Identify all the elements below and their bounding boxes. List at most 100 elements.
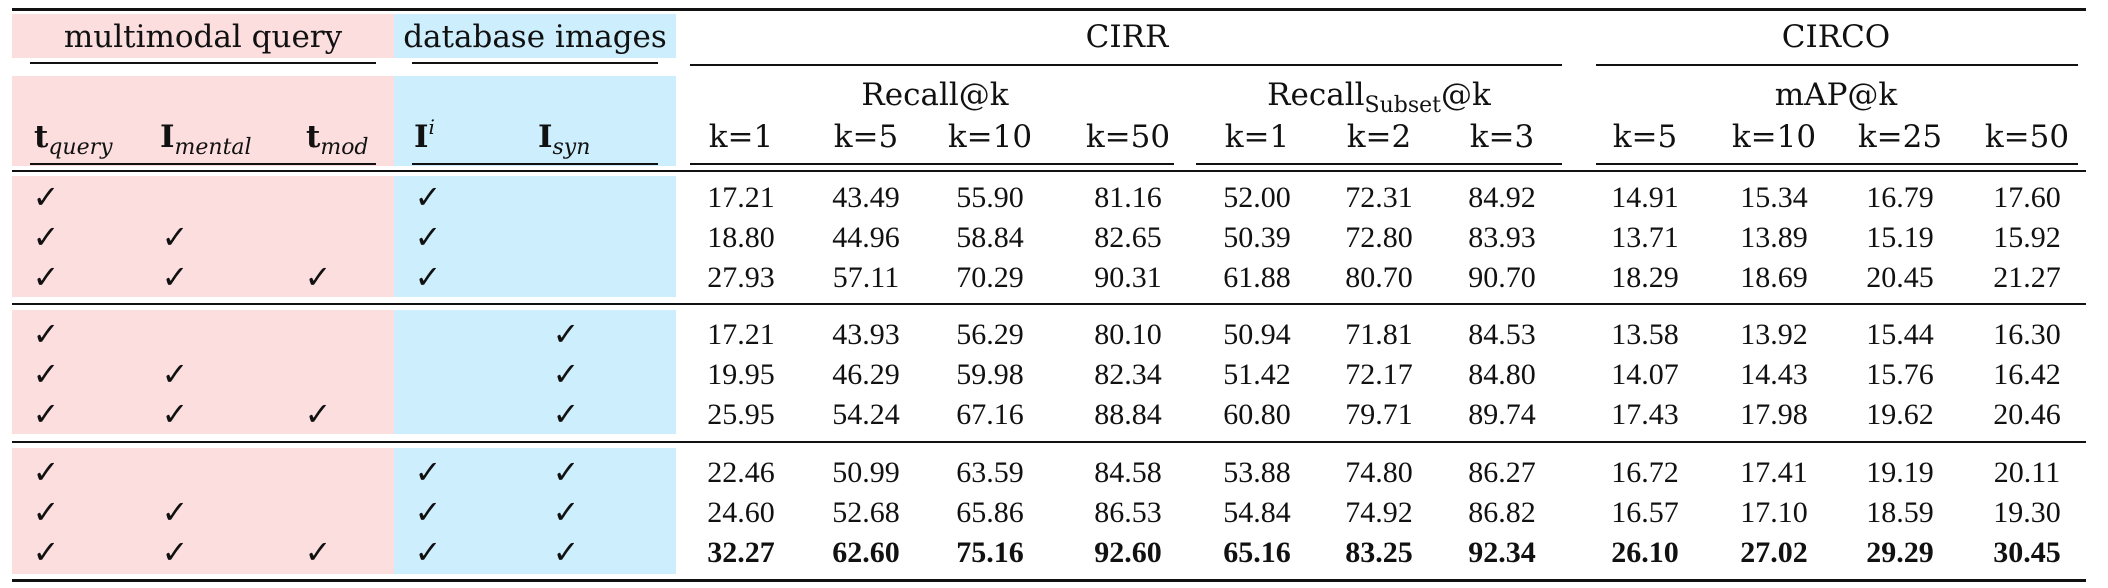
table-cell-value: 17.60 [1993, 181, 2061, 214]
table-cell-value: 22.46 [707, 456, 775, 489]
k-header: k=10 [947, 119, 1033, 155]
table-cell-value: 65.86 [956, 496, 1024, 529]
cmid-query [30, 62, 376, 64]
table-cell-value: 18.59 [1866, 496, 1934, 529]
check-mark: ✓ [161, 258, 189, 296]
block-rule-1 [12, 303, 2086, 305]
table-cell-value: 50.99 [832, 456, 900, 489]
table-cell-value: 46.29 [832, 358, 900, 391]
table-cell-value: 52.00 [1223, 181, 1291, 214]
recall-header: Recall@k [861, 77, 1009, 113]
table-cell-value: 17.98 [1740, 398, 1808, 431]
header-rule [12, 170, 2086, 172]
check-mark: ✓ [32, 355, 60, 393]
table-cell-value: 20.46 [1993, 398, 2061, 431]
table-cell-value: 84.92 [1468, 181, 1536, 214]
table-cell-value: 13.92 [1740, 318, 1808, 351]
k-header: k=2 [1346, 119, 1412, 155]
check-mark: ✓ [304, 395, 332, 433]
table-cell-value: 83.25 [1345, 536, 1413, 569]
table-cell-value: 90.70 [1468, 261, 1536, 294]
table-cell-value: 50.39 [1223, 221, 1291, 254]
check-mark: ✓ [32, 178, 60, 216]
check-mark: ✓ [552, 315, 580, 353]
table-cell-value: 16.72 [1611, 456, 1679, 489]
table-cell-value: 43.93 [832, 318, 900, 351]
table-cell-value: 71.81 [1345, 318, 1413, 351]
table-cell-value: 51.42 [1223, 358, 1291, 391]
query-block3-bg [12, 448, 394, 574]
k-header: k=25 [1857, 119, 1943, 155]
table-cell-value: 84.58 [1094, 456, 1162, 489]
k-header: k=10 [1731, 119, 1817, 155]
table-cell-value: 13.71 [1611, 221, 1679, 254]
table-cell-value: 16.30 [1993, 318, 2061, 351]
table-cell-value: 89.74 [1468, 398, 1536, 431]
query-subheader-bg [12, 76, 394, 166]
db-block1-bg [394, 176, 676, 297]
table-cell-value: 25.95 [707, 398, 775, 431]
table-cell-value: 18.29 [1611, 261, 1679, 294]
map-header: mAP@k [1774, 77, 1898, 113]
table-cell-value: 84.53 [1468, 318, 1536, 351]
table-cell-value: 58.84 [956, 221, 1024, 254]
check-mark: ✓ [161, 218, 189, 256]
table-cell-value: 17.10 [1740, 496, 1808, 529]
cirr-header: CIRR [1085, 19, 1169, 55]
check-mark: ✓ [32, 315, 60, 353]
t-query-col-header: tquery [34, 119, 113, 160]
table-cell-value: 20.45 [1866, 261, 1934, 294]
table-cell-value: 17.43 [1611, 398, 1679, 431]
table-cell-value: 72.31 [1345, 181, 1413, 214]
table-cell-value: 27.93 [707, 261, 775, 294]
check-mark: ✓ [414, 258, 442, 296]
check-mark: ✓ [161, 493, 189, 531]
table-cell-value: 54.84 [1223, 496, 1291, 529]
table-cell-value: 16.79 [1866, 181, 1934, 214]
database-images-header: database images [403, 19, 667, 55]
table-cell-value: 56.29 [956, 318, 1024, 351]
query-header-bg [12, 14, 394, 58]
table-cell-value: 26.10 [1611, 536, 1679, 569]
table-cell-value: 53.88 [1223, 456, 1291, 489]
block-rule-2 [12, 441, 2086, 443]
table-cell-value: 17.21 [707, 181, 775, 214]
check-mark: ✓ [552, 453, 580, 491]
i-syn-col-header: Isyn [538, 119, 591, 160]
table-cell-value: 18.69 [1740, 261, 1808, 294]
cmid-db-sub [412, 163, 658, 165]
cmid-circo [1596, 64, 2078, 66]
query-block2-bg [12, 310, 394, 434]
table-cell-value: 90.31 [1094, 261, 1162, 294]
check-mark: ✓ [32, 395, 60, 433]
check-mark: ✓ [32, 218, 60, 256]
table-cell-value: 17.21 [707, 318, 775, 351]
check-mark: ✓ [414, 533, 442, 571]
table-cell-value: 75.16 [956, 536, 1024, 569]
table-cell-value: 18.80 [707, 221, 775, 254]
table-cell-value: 65.16 [1223, 536, 1291, 569]
table-cell-value: 72.17 [1345, 358, 1413, 391]
table-cell-value: 82.34 [1094, 358, 1162, 391]
table-cell-value: 50.94 [1223, 318, 1291, 351]
k-header: k=5 [1612, 119, 1678, 155]
cmid-recall-subset [1196, 163, 1562, 165]
table-cell-value: 59.98 [956, 358, 1024, 391]
check-mark: ✓ [32, 258, 60, 296]
table-cell-value: 62.60 [832, 536, 900, 569]
check-mark: ✓ [32, 533, 60, 571]
table-cell-value: 19.95 [707, 358, 775, 391]
k-header: k=50 [1085, 119, 1171, 155]
table-cell-value: 83.93 [1468, 221, 1536, 254]
i-i-col-header: Ii [414, 115, 435, 155]
cmid-cirr [690, 64, 1562, 66]
check-mark: ✓ [552, 533, 580, 571]
k-header: k=1 [708, 119, 774, 155]
table-cell-value: 74.92 [1345, 496, 1413, 529]
table-cell-value: 63.59 [956, 456, 1024, 489]
db-subheader-bg [394, 76, 676, 166]
table-cell-value: 92.34 [1468, 536, 1536, 569]
table-cell-value: 72.80 [1345, 221, 1413, 254]
check-mark: ✓ [414, 178, 442, 216]
